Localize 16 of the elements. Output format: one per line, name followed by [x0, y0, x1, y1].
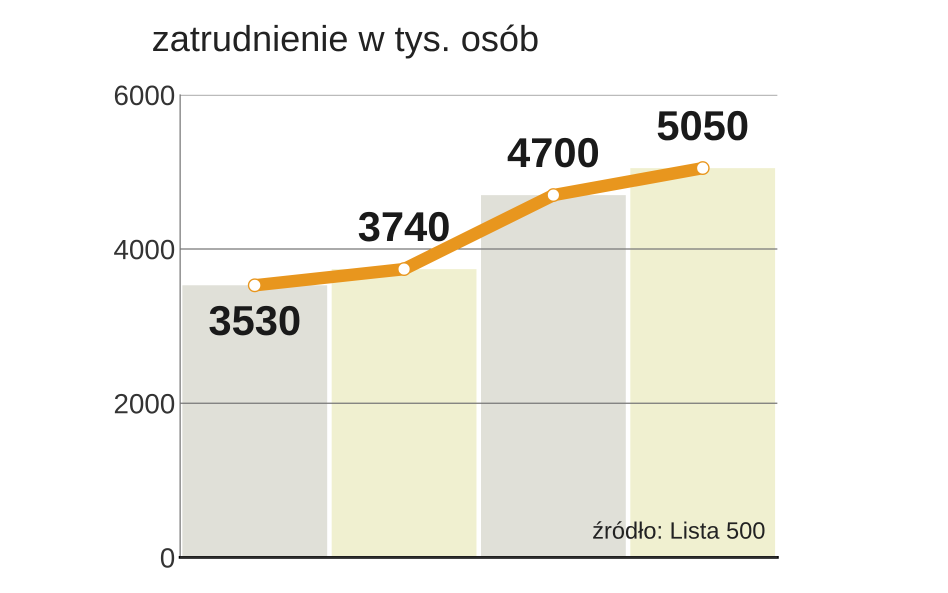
y-tick-label: 2000	[114, 394, 174, 414]
chart-title: zatrudnienie w tys. osób	[153, 24, 538, 59]
data-label: 4700	[508, 138, 598, 168]
data-label: 5050	[658, 110, 748, 140]
y-tick-label: 6000	[114, 86, 174, 106]
y-tick-label: 4000	[114, 240, 174, 260]
bar	[332, 269, 476, 558]
point	[397, 262, 412, 276]
point	[696, 161, 710, 176]
y-tick-label: 0	[160, 548, 174, 568]
point	[248, 278, 262, 292]
bar	[182, 285, 328, 558]
data-label: 3530	[209, 306, 300, 336]
annotation: źródło: Lista 500	[593, 521, 765, 539]
point	[546, 188, 560, 202]
data-label: 3740	[358, 212, 449, 242]
